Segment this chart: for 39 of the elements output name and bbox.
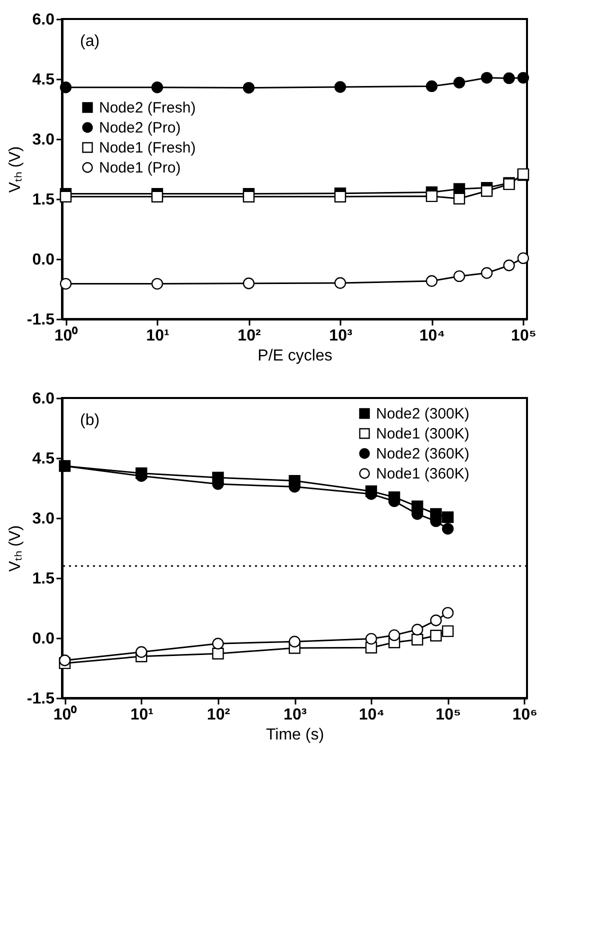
x-tick-label: 10³ bbox=[329, 328, 352, 344]
legend-label: Node2 (Pro) bbox=[99, 120, 181, 136]
y-tick-label: 3.0 bbox=[32, 132, 55, 148]
x-axis-title: Time (s) bbox=[266, 726, 324, 744]
legend-label: Node1 (Pro) bbox=[99, 160, 181, 176]
y-tick-label: 4.5 bbox=[32, 72, 55, 88]
legend-label: Node2 (360K) bbox=[376, 446, 470, 462]
annotation: (a) bbox=[80, 33, 100, 50]
x-tick-label: 10¹ bbox=[146, 328, 170, 344]
y-tick-label: -1.5 bbox=[26, 312, 55, 328]
legend-label: Node2 (300K) bbox=[376, 406, 470, 422]
y-axis-title: Vₜₕ (V) bbox=[6, 146, 24, 193]
x-tick-label: 10⁴ bbox=[419, 328, 446, 344]
y-axis-title: Vₜₕ (V) bbox=[6, 525, 24, 572]
x-tick-label: 10² bbox=[238, 328, 261, 344]
x-tick-label: 10⁴ bbox=[358, 706, 385, 724]
x-tick-label: 10¹ bbox=[130, 706, 154, 724]
annotation: (b) bbox=[80, 412, 100, 429]
x-axis-title: P/E cycles bbox=[258, 348, 332, 364]
x-tick-label: 10⁶ bbox=[512, 706, 538, 724]
x-tick-label: 10⁰ bbox=[53, 706, 78, 724]
legend-label: Node1 (Fresh) bbox=[99, 140, 196, 156]
y-tick-label: 0.0 bbox=[32, 252, 55, 268]
y-tick-label: -1.5 bbox=[26, 690, 55, 708]
y-tick-label: 1.5 bbox=[32, 192, 55, 208]
x-tick-label: 10⁵ bbox=[436, 706, 461, 724]
x-tick-label: 10³ bbox=[284, 706, 307, 724]
y-tick-label: 1.5 bbox=[32, 570, 55, 588]
x-tick-label: 10⁵ bbox=[511, 328, 536, 344]
legend-label: Node1 (300K) bbox=[376, 426, 470, 442]
x-tick-label: 10² bbox=[206, 706, 230, 724]
legend-label: Node1 (360K) bbox=[376, 466, 470, 482]
y-tick-label: 0.0 bbox=[32, 630, 55, 648]
y-tick-label: 3.0 bbox=[32, 510, 55, 528]
y-tick-label: 6.0 bbox=[32, 390, 55, 408]
y-tick-label: 6.0 bbox=[32, 12, 55, 28]
y-tick-label: 4.5 bbox=[32, 450, 55, 468]
legend-label: Node2 (Fresh) bbox=[99, 100, 196, 116]
x-tick-label: 10⁰ bbox=[54, 326, 78, 344]
